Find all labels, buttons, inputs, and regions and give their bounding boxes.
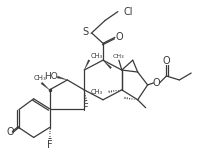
Text: O: O <box>115 32 123 42</box>
Text: Cl: Cl <box>124 7 133 17</box>
Text: CH₃: CH₃ <box>113 54 125 59</box>
Polygon shape <box>41 82 50 90</box>
Polygon shape <box>84 60 90 70</box>
Text: O: O <box>163 56 170 66</box>
Polygon shape <box>103 60 112 69</box>
Text: F: F <box>47 140 52 150</box>
Text: S: S <box>82 27 88 37</box>
Text: CH₃: CH₃ <box>91 89 103 95</box>
Text: HO: HO <box>45 71 58 80</box>
Text: F: F <box>83 103 89 113</box>
Text: O: O <box>153 78 160 88</box>
Text: CH₃: CH₃ <box>90 53 102 59</box>
Text: CH₃: CH₃ <box>33 75 46 81</box>
Text: O: O <box>6 127 14 138</box>
Polygon shape <box>57 76 67 80</box>
